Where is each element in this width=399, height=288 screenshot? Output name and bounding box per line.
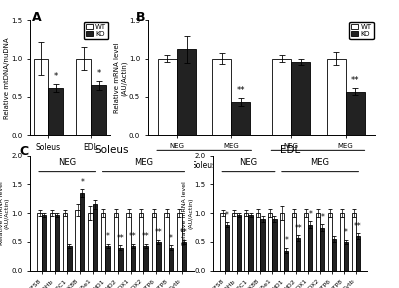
Text: NEG: NEG [58, 158, 76, 167]
Bar [291, 62, 310, 135]
Bar [101, 213, 105, 271]
Title: Soleus: Soleus [95, 145, 129, 155]
Text: **: ** [129, 232, 137, 241]
Bar [169, 248, 174, 271]
Bar [76, 58, 91, 135]
Bar [118, 248, 122, 271]
Text: *: * [344, 228, 348, 237]
Bar [320, 228, 324, 271]
Text: *: * [320, 213, 324, 222]
Bar [284, 251, 288, 271]
Bar [352, 213, 356, 271]
Bar [164, 213, 169, 271]
Bar [356, 236, 360, 271]
Text: NEG: NEG [239, 158, 258, 167]
Bar [152, 213, 156, 271]
Bar [231, 102, 251, 135]
Text: **: ** [351, 76, 359, 85]
Text: MEG: MEG [310, 158, 330, 167]
Bar [177, 213, 182, 271]
Text: Soleus: Soleus [192, 161, 217, 170]
Bar [63, 213, 67, 271]
Bar [292, 213, 296, 271]
Bar [126, 213, 131, 271]
Text: **: ** [142, 232, 150, 241]
Bar [212, 58, 231, 135]
Y-axis label: Relative mtDNA/nuDNA: Relative mtDNA/nuDNA [4, 37, 10, 119]
Text: *: * [106, 232, 110, 241]
Bar [280, 213, 284, 271]
Text: **: ** [237, 86, 245, 95]
Bar [114, 213, 118, 271]
Bar [256, 213, 261, 271]
Bar [80, 193, 85, 271]
Bar [139, 213, 144, 271]
Bar [67, 246, 72, 271]
Text: **: ** [294, 224, 302, 233]
Bar [249, 215, 253, 271]
Text: **: ** [154, 228, 162, 237]
Y-axis label: Relative mRNA level
(AU/Actin): Relative mRNA level (AU/Actin) [114, 42, 127, 113]
Y-axis label: Relative mRNA level
(AU/Actin): Relative mRNA level (AU/Actin) [0, 181, 10, 245]
Bar [182, 242, 186, 271]
Text: *: * [169, 234, 173, 243]
Bar [55, 215, 59, 271]
Bar [344, 242, 348, 271]
Bar [50, 213, 55, 271]
Text: MEG: MEG [134, 158, 153, 167]
Text: *: * [225, 211, 229, 220]
Text: **: ** [117, 234, 124, 243]
Text: **: ** [180, 228, 188, 237]
Bar [316, 213, 320, 271]
Bar [346, 92, 365, 135]
Legend: WT, KO: WT, KO [350, 22, 374, 39]
Bar [308, 225, 312, 271]
Text: EDL: EDL [311, 161, 326, 170]
Bar [304, 213, 308, 271]
Bar [268, 213, 273, 271]
Bar [340, 213, 344, 271]
Text: *: * [54, 72, 58, 81]
Bar [232, 213, 237, 271]
Text: *: * [97, 69, 101, 78]
Bar [42, 215, 46, 271]
Title: EDL: EDL [280, 145, 300, 155]
Text: **: ** [354, 222, 362, 231]
Text: *: * [308, 210, 312, 219]
Bar [156, 242, 161, 271]
Text: *: * [80, 178, 84, 187]
Bar [93, 204, 97, 271]
Bar [327, 58, 346, 135]
Bar [296, 238, 300, 271]
Bar [91, 86, 106, 135]
Bar [244, 213, 249, 271]
Bar [131, 246, 135, 271]
Text: A: A [32, 11, 42, 24]
Text: B: B [136, 11, 146, 24]
Bar [220, 213, 225, 271]
Bar [225, 225, 229, 271]
Bar [272, 58, 291, 135]
Bar [273, 219, 277, 271]
Bar [38, 213, 42, 271]
Bar [49, 88, 63, 135]
Bar [75, 210, 80, 271]
Bar [177, 49, 196, 135]
Bar [34, 58, 49, 135]
Bar [328, 213, 332, 271]
Text: *: * [284, 236, 288, 245]
Bar [88, 213, 93, 271]
Bar [158, 58, 177, 135]
Bar [332, 239, 336, 271]
Y-axis label: Relative mRNA level
(AU/Actin): Relative mRNA level (AU/Actin) [182, 181, 193, 245]
Bar [105, 246, 110, 271]
Legend: WT, KO: WT, KO [84, 22, 109, 39]
Bar [237, 215, 241, 271]
Bar [144, 246, 148, 271]
Bar [261, 219, 265, 271]
Text: C: C [19, 145, 28, 158]
